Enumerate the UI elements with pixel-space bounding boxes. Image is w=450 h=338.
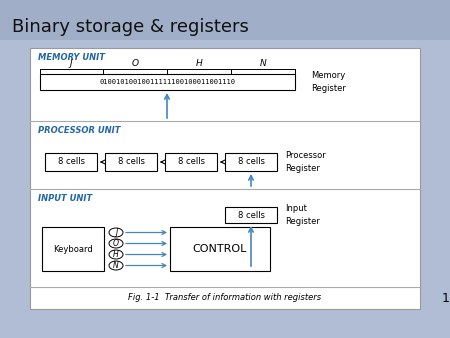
Bar [45, 153, 97, 171]
Bar [42, 227, 104, 271]
Bar [40, 74, 295, 90]
Text: J: J [70, 59, 72, 68]
Text: CONTROL: CONTROL [193, 244, 247, 254]
Text: H: H [113, 250, 119, 259]
Bar [170, 227, 270, 271]
Text: Memory
Register: Memory Register [311, 71, 346, 93]
Text: MEMORY UNIT: MEMORY UNIT [38, 53, 105, 62]
Bar [225, 207, 277, 223]
Text: Keyboard: Keyboard [53, 244, 93, 254]
Text: H: H [196, 59, 202, 68]
Bar [30, 48, 420, 309]
Text: Binary storage & registers: Binary storage & registers [12, 18, 249, 36]
Text: O: O [131, 59, 139, 68]
Text: N: N [260, 59, 266, 68]
Text: 01001010010011111100100011001110: 01001010010011111100100011001110 [99, 79, 235, 85]
Text: 8 cells: 8 cells [177, 158, 204, 167]
Text: 1: 1 [442, 291, 450, 305]
Text: 8 cells: 8 cells [58, 158, 85, 167]
Text: N: N [113, 261, 119, 270]
Text: Processor
Register: Processor Register [285, 151, 326, 173]
Text: 8 cells: 8 cells [238, 158, 265, 167]
Text: 8 cells: 8 cells [117, 158, 144, 167]
Bar [165, 153, 217, 171]
Text: 8 cells: 8 cells [238, 211, 265, 219]
Ellipse shape [109, 261, 123, 270]
Text: PROCESSOR UNIT: PROCESSOR UNIT [38, 126, 121, 135]
Ellipse shape [109, 250, 123, 259]
Text: Fig. 1-1  Transfer of information with registers: Fig. 1-1 Transfer of information with re… [128, 293, 322, 303]
Bar [105, 153, 157, 171]
Text: J: J [115, 228, 117, 237]
Ellipse shape [109, 228, 123, 237]
Text: INPUT UNIT: INPUT UNIT [38, 194, 92, 203]
Ellipse shape [109, 239, 123, 248]
Text: O: O [113, 239, 119, 248]
Bar [0, 40, 450, 338]
Bar [225, 153, 277, 171]
Text: Input
Register: Input Register [285, 204, 320, 226]
